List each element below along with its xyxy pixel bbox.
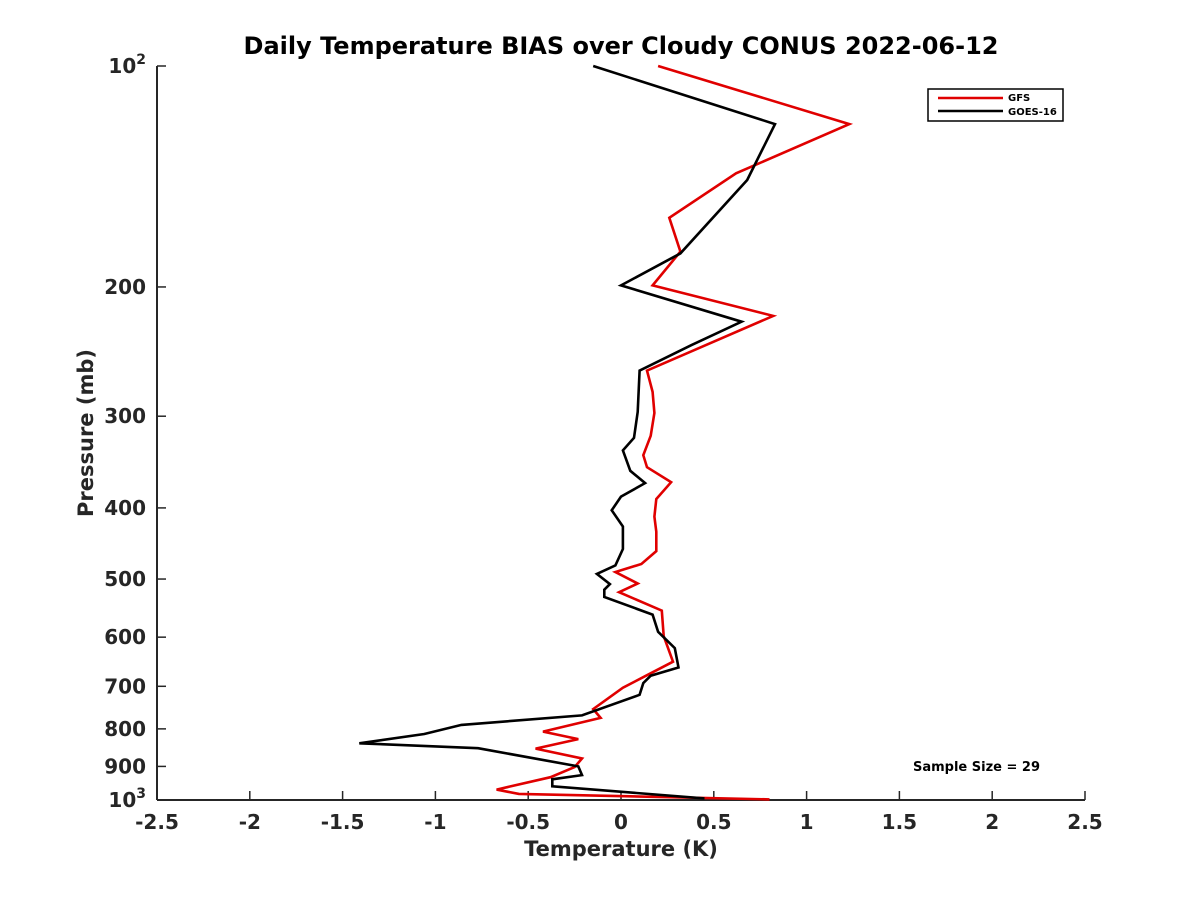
- y-tick-label: 103: [108, 786, 146, 812]
- series-line-gfs: [496, 64, 854, 801]
- x-tick-label: -1: [424, 810, 446, 834]
- x-tick-label: 0.5: [696, 810, 731, 834]
- x-tick-label: 2.5: [1067, 810, 1102, 834]
- y-tick-label: 700: [104, 674, 146, 698]
- y-tick-label: 400: [104, 496, 146, 520]
- x-tick-label: 1.5: [882, 810, 917, 834]
- series-lines: [359, 64, 854, 801]
- legend: GFS GOES-16: [927, 88, 1064, 122]
- chart-title: Daily Temperature BIAS over Cloudy CONUS…: [244, 32, 999, 60]
- y-tick-label: 800: [104, 717, 146, 741]
- x-tick-label: 0: [614, 810, 628, 834]
- legend-label-goes16: GOES-16: [1008, 107, 1057, 118]
- y-tick-label: 500: [104, 567, 146, 591]
- y-tick-label: 200: [104, 275, 146, 299]
- sample-size-annotation: Sample Size = 29: [913, 760, 1040, 775]
- legend-box: [927, 88, 1064, 122]
- x-tick-label: -2.5: [135, 810, 179, 834]
- y-ticks: 102 200 300 400 500 600 700 800 900 103: [104, 52, 166, 812]
- y-tick-label: 102: [108, 52, 146, 78]
- x-tick-label: 1: [800, 810, 814, 834]
- y-axis-label: Pressure (mb): [74, 349, 98, 517]
- y-tick-label: 300: [104, 404, 146, 428]
- x-axis-label: Temperature (K): [524, 837, 718, 861]
- x-tick-label: -0.5: [506, 810, 550, 834]
- legend-label-gfs: GFS: [1008, 93, 1030, 104]
- series-line-goes16: [359, 64, 777, 800]
- y-tick-label: 900: [104, 754, 146, 778]
- x-tick-label: 2: [985, 810, 999, 834]
- x-tick-label: -1.5: [321, 810, 365, 834]
- x-tick-label: -2: [239, 810, 261, 834]
- y-tick-label: 600: [104, 625, 146, 649]
